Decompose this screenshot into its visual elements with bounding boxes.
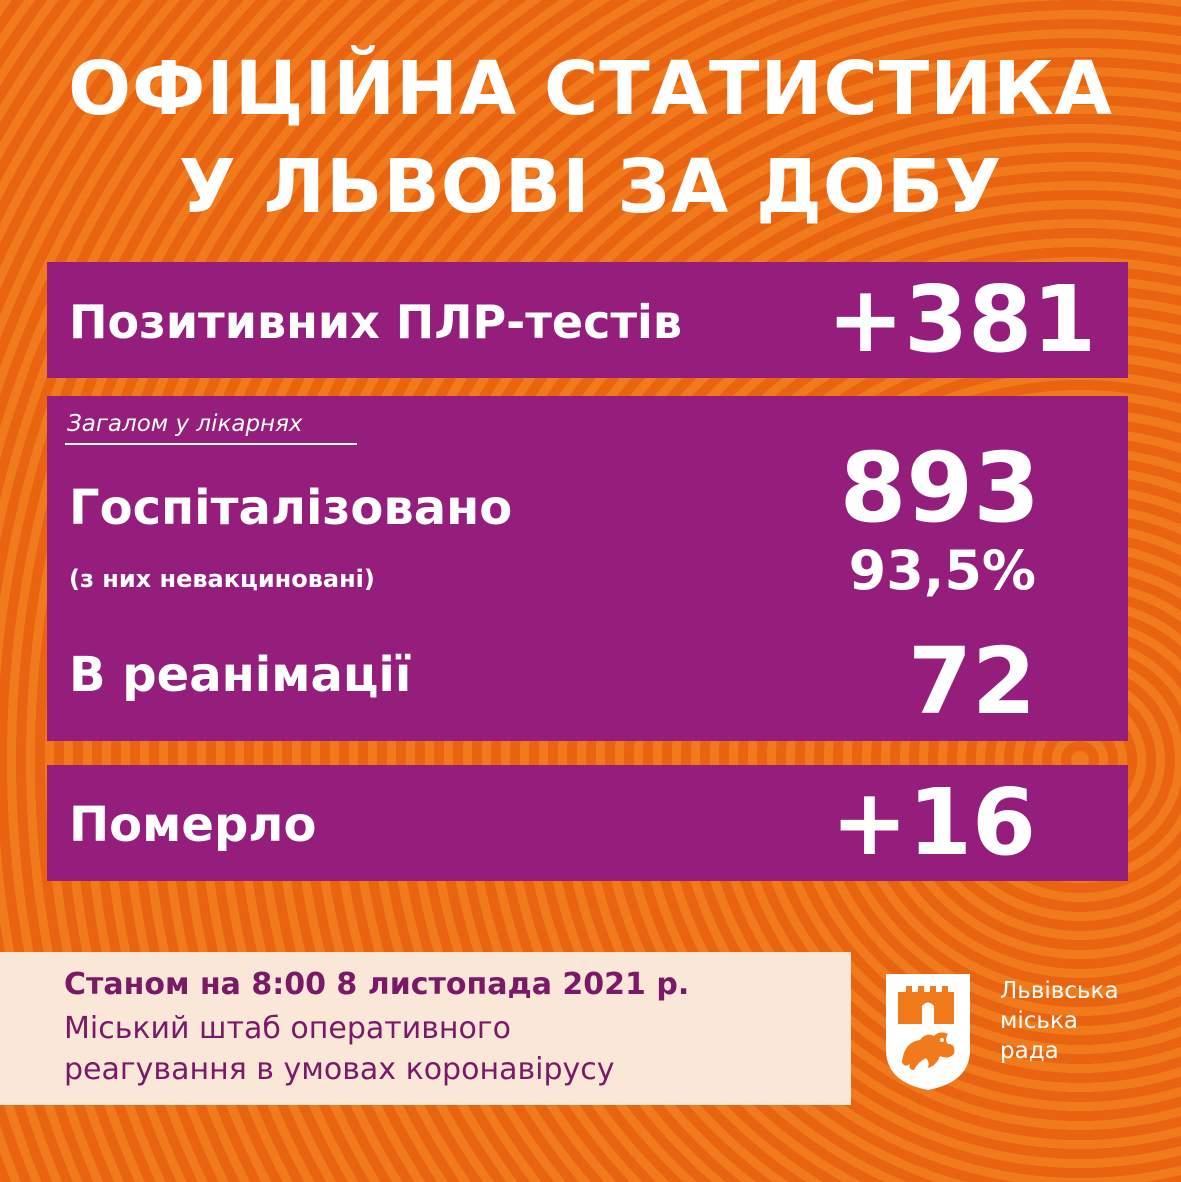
icu-label: В реанімації [69, 647, 412, 703]
hospitalized-label: Госпіталізовано [69, 480, 513, 536]
footer-date: Станом на 8:00 8 листопада 2021 р. [64, 967, 690, 1002]
icu-value: 72 [907, 628, 1036, 735]
deaths-panel: Померло +16 [47, 765, 1128, 881]
hospital-panel: Загалом у лікарнях Госпіталізовано 893 (… [47, 396, 1128, 741]
logo-text-line-1: Львівська [1000, 978, 1119, 1004]
hospital-caption: Загалом у лікарнях [67, 411, 303, 437]
footer-box: Станом на 8:00 8 листопада 2021 р. Міськ… [0, 952, 851, 1105]
lviv-coat-of-arms-icon [882, 970, 974, 1094]
footer-org-line-2: реагування в умовах коронавірусу [64, 1052, 615, 1087]
caption-underline [65, 443, 357, 445]
hospitalized-value: 893 [839, 432, 1040, 544]
tests-panel: Позитивних ПЛР-тестів +381 [47, 262, 1128, 378]
unvaccinated-label: (з них невакциновані) [69, 565, 375, 593]
tests-value: +381 [827, 266, 1097, 373]
unvaccinated-value: 93,5% [848, 539, 1036, 602]
title-line-2: У ЛЬВОВІ ЗА ДОБУ [178, 144, 1003, 230]
deaths-value: +16 [830, 769, 1036, 876]
logo-text-line-3: рада [1000, 1038, 1059, 1064]
footer-org-line-1: Міський штаб оперативного [64, 1011, 511, 1046]
title-line-1: ОФІЦІЙНА СТАТИСТИКА [68, 46, 1113, 132]
deaths-label: Померло [69, 797, 317, 853]
logo-text-line-2: міська [1000, 1008, 1078, 1034]
tests-label: Позитивних ПЛР-тестів [69, 295, 682, 349]
